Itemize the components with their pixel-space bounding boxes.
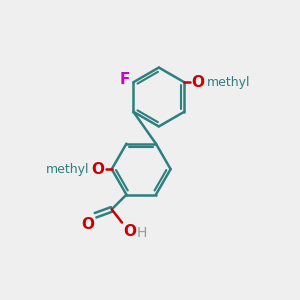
Text: methyl: methyl	[46, 163, 90, 176]
Text: O: O	[92, 162, 105, 177]
Text: F: F	[119, 72, 130, 87]
Text: O: O	[123, 224, 136, 239]
Text: H: H	[136, 226, 146, 240]
Text: O: O	[81, 217, 94, 232]
Text: methyl: methyl	[206, 76, 250, 89]
Text: O: O	[191, 75, 204, 90]
